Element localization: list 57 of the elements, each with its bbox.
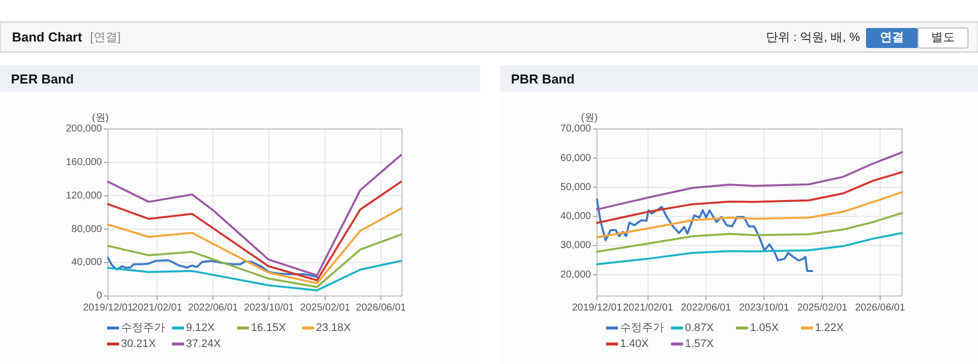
- line-series: [107, 154, 402, 276]
- line-series: [596, 151, 903, 210]
- x-tick-label: 2026/06/01: [356, 302, 406, 314]
- legend-label: 1.40X: [620, 338, 650, 350]
- x-tick-label: 2023/10/01: [244, 302, 294, 314]
- legend-label: 수정주가: [620, 322, 664, 334]
- text: [연결]: [90, 30, 121, 44]
- y-tick-label: 40,000: [71, 257, 102, 268]
- x-tick-label: 2021/02/01: [132, 302, 183, 314]
- chart-title: PER Band: [11, 71, 74, 86]
- line-series: [596, 212, 903, 253]
- y-tick-label: 0: [96, 290, 102, 302]
- x-tick-label: 2022/06/01: [188, 302, 238, 314]
- y-tick-label: 160,000: [66, 157, 102, 168]
- legend-label: 23.18X: [316, 322, 352, 334]
- text: Band Chart: [12, 29, 83, 44]
- y-tick-label: 70,000: [560, 124, 592, 135]
- legend-label: 9.12X: [186, 322, 216, 334]
- y-tick-label: 200,000: [66, 124, 102, 135]
- y-tick-label: 120,000: [66, 190, 102, 202]
- text: 연결: [880, 30, 904, 44]
- legend-label: 1.05X: [750, 322, 780, 334]
- chart-title: PBR Band: [511, 71, 575, 86]
- x-tick-label: 2022/06/01: [680, 302, 732, 314]
- x-tick-label: 2023/10/01: [738, 302, 790, 314]
- x-tick-label: 2026/06/01: [855, 302, 906, 314]
- text: 별도: [931, 30, 955, 44]
- x-tick-label: 2019/12/01: [572, 302, 622, 314]
- y-tick-label: 30,000: [560, 240, 592, 252]
- y-tick-label: 60,000: [560, 152, 592, 164]
- legend-label: 1.22X: [815, 322, 844, 334]
- line-series: [107, 207, 402, 284]
- legend-label: 수정주가: [121, 322, 165, 334]
- x-tick-label: 2025/02/01: [300, 302, 351, 314]
- y-tick-label: 50,000: [560, 182, 592, 193]
- y-tick-label: 40,000: [560, 211, 592, 222]
- y-axis-title: (원): [581, 112, 598, 124]
- line-series: [596, 191, 903, 238]
- legend-label: 30.21X: [121, 338, 157, 350]
- x-tick-label: 2021/02/01: [623, 302, 674, 314]
- y-axis-title: (원): [92, 112, 109, 124]
- line-series: [107, 180, 402, 282]
- x-tick-label: 2025/02/01: [797, 302, 848, 314]
- y-tick-label: 80,000: [71, 224, 102, 235]
- x-tick-label: 2019/12/01: [82, 302, 134, 314]
- line-series: [107, 256, 318, 278]
- text: 단위 : 억원, 배, %: [766, 30, 860, 44]
- legend-label: 1.57X: [685, 338, 714, 350]
- line-series: [596, 171, 903, 224]
- line-series: [596, 232, 903, 266]
- legend-label: 0.87X: [685, 322, 714, 334]
- y-tick-label: 20,000: [560, 269, 592, 280]
- legend-label: 37.24X: [186, 338, 222, 350]
- legend-label: 16.15X: [251, 322, 287, 334]
- line-series: [107, 234, 402, 288]
- line-series: [107, 260, 402, 292]
- line-series: [596, 198, 814, 272]
